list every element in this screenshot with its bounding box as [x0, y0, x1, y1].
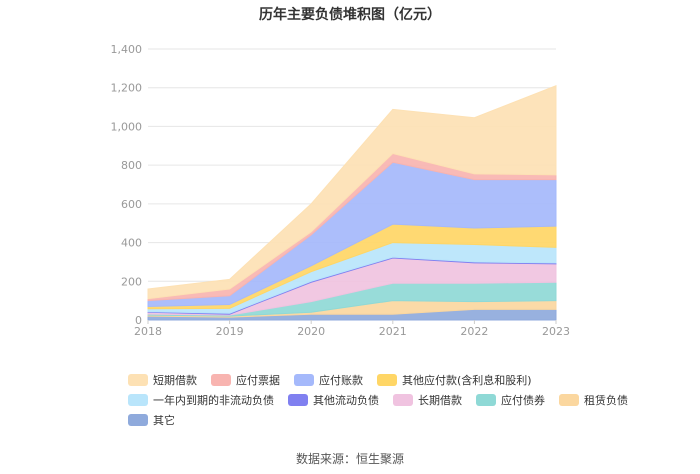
- y-tick-label: 200: [121, 275, 142, 288]
- legend-item[interactable]: 长期借款: [393, 392, 462, 408]
- legend-swatch: [128, 414, 148, 426]
- legend-label: 租赁负债: [584, 394, 628, 407]
- legend-swatch: [393, 394, 413, 406]
- legend-item[interactable]: 应付账款: [294, 372, 363, 388]
- x-tick-label: 2022: [460, 325, 488, 338]
- legend-label: 短期借款: [153, 374, 197, 387]
- legend-item[interactable]: 应付票据: [211, 372, 280, 388]
- legend-swatch: [128, 374, 148, 386]
- legend-swatch: [294, 374, 314, 386]
- legend-swatch: [377, 374, 397, 386]
- legend-label: 应付票据: [236, 374, 280, 387]
- legend-label: 应付账款: [319, 374, 363, 387]
- legend-label: 长期借款: [418, 394, 462, 407]
- legend-swatch: [128, 394, 148, 406]
- legend-label: 其它: [153, 414, 175, 427]
- x-tick-label: 2019: [216, 325, 244, 338]
- legend-swatch: [288, 394, 308, 406]
- legend-label: 一年内到期的非流动负债: [153, 394, 274, 407]
- legend-label: 应付债券: [501, 394, 545, 407]
- legend-item[interactable]: 其他应付款(含利息和股利): [377, 372, 532, 388]
- legend: 短期借款 应付票据 应付账款 其他应付款(含利息和股利) 一年内到期的非流动负债 其他流动…: [128, 370, 648, 430]
- legend-item[interactable]: 其它: [128, 412, 175, 428]
- x-tick-label: 2018: [134, 325, 162, 338]
- legend-swatch: [476, 394, 496, 406]
- y-tick-label: 400: [121, 237, 142, 250]
- legend-swatch: [211, 374, 231, 386]
- legend-item[interactable]: 应付债券: [476, 392, 545, 408]
- x-tick-label: 2021: [379, 325, 407, 338]
- legend-row: 一年内到期的非流动负债 其他流动负债 长期借款 应付债券 租赁负债: [128, 390, 648, 410]
- y-tick-label: 1,200: [111, 82, 143, 95]
- legend-row: 短期借款 应付票据 应付账款 其他应付款(含利息和股利): [128, 370, 648, 390]
- data-source-note: 数据来源：恒生聚源: [295, 452, 404, 466]
- x-tick-label: 2020: [297, 325, 325, 338]
- stacked-area-chart: 0 200 400 600 800 1,000 1,200 1,400 2018 2019 2020…: [111, 43, 571, 338]
- y-tick-label: 0: [135, 314, 142, 327]
- area-短期借款: [147, 85, 557, 300]
- axes: 0 200 400 600 800 1,000 1,200 1,400 2018 2019 2020…: [111, 43, 571, 338]
- legend-label: 其他应付款(含利息和股利): [402, 374, 532, 387]
- y-tick-label: 1,400: [111, 43, 143, 56]
- x-tick-label: 2023: [542, 325, 570, 338]
- y-tick-label: 1,000: [111, 120, 143, 133]
- legend-row: 其它: [128, 410, 648, 430]
- legend-item[interactable]: 一年内到期的非流动负债: [128, 392, 274, 408]
- y-tick-label: 600: [121, 198, 142, 211]
- y-tick-label: 800: [121, 159, 142, 172]
- legend-swatch: [559, 394, 579, 406]
- legend-item[interactable]: 短期借款: [128, 372, 197, 388]
- legend-label: 其他流动负债: [313, 394, 379, 407]
- legend-item[interactable]: 其他流动负债: [288, 392, 379, 408]
- legend-item[interactable]: 租赁负债: [559, 392, 628, 408]
- chart-title: 历年主要负债堆积图（亿元）: [259, 7, 441, 23]
- area-series: [147, 85, 557, 321]
